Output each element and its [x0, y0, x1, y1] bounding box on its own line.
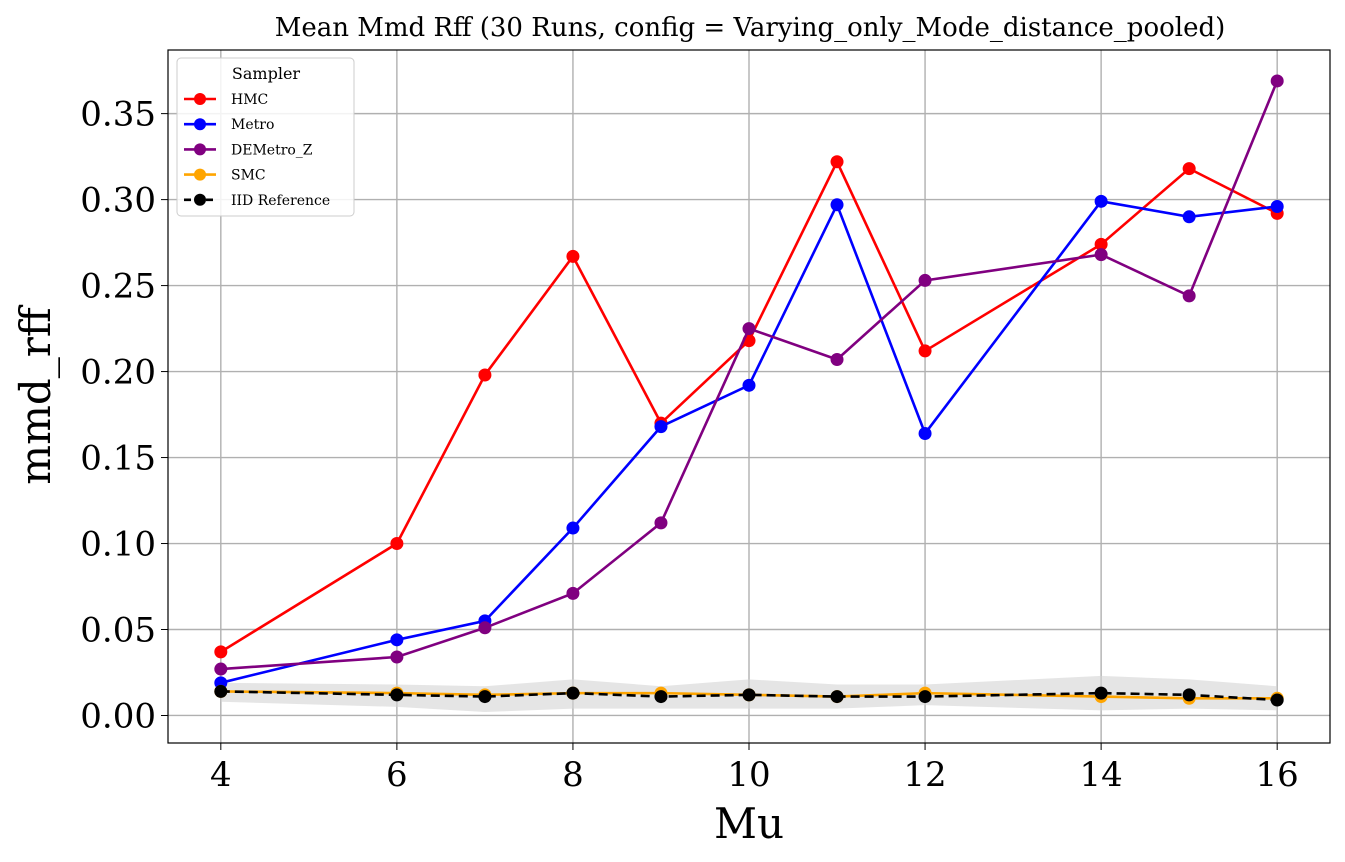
- data-point: [390, 633, 404, 647]
- legend-marker: [194, 193, 206, 206]
- data-point: [566, 249, 580, 263]
- legend-marker: [194, 143, 206, 156]
- data-point: [390, 537, 404, 551]
- data-point: [654, 516, 668, 530]
- legend-label: Metro: [231, 117, 274, 133]
- x-tick-label: 16: [1256, 755, 1299, 795]
- legend-marker: [194, 118, 206, 131]
- legend-title: Sampler: [232, 64, 301, 83]
- data-point: [1182, 688, 1196, 702]
- y-tick-label: 0.05: [80, 611, 156, 651]
- legend: Sampler HMC Metro DEMetro_Z SMC IID Reference: [176, 57, 355, 217]
- x-tick-label: 14: [1079, 755, 1122, 795]
- legend-label: HMC: [231, 92, 268, 108]
- chart-title: Mean Mmd Rff (30 Runs, config = Varying_…: [275, 13, 1226, 43]
- data-point: [830, 690, 844, 704]
- data-point: [478, 621, 492, 635]
- data-point: [830, 353, 844, 367]
- data-point: [566, 686, 580, 700]
- x-axis-label: Mu: [714, 799, 784, 848]
- y-tick-label: 0.30: [80, 181, 156, 221]
- data-point: [1270, 199, 1284, 213]
- y-axis-label: mmd_rff: [11, 304, 60, 485]
- x-tick-label: 8: [562, 755, 584, 795]
- x-tick-label: 6: [386, 755, 408, 795]
- legend-marker: [194, 168, 206, 181]
- y-tick-label: 0.10: [80, 525, 156, 565]
- data-point: [1182, 210, 1196, 224]
- data-point: [918, 690, 932, 704]
- y-tick-label: 0.15: [80, 439, 156, 479]
- data-point: [1094, 237, 1108, 251]
- data-point: [478, 690, 492, 704]
- data-point: [214, 684, 228, 698]
- y-tick-label: 0.25: [80, 267, 156, 307]
- data-point: [1270, 693, 1284, 707]
- y-tick-label: 0.20: [80, 353, 156, 393]
- data-point: [1094, 194, 1108, 208]
- y-ticks: 0.00 0.05 0.10 0.15 0.20 0.25 0.30 0.35: [80, 95, 168, 736]
- data-point: [918, 273, 932, 287]
- x-tick-label: 10: [727, 755, 770, 795]
- data-point: [478, 368, 492, 382]
- data-point: [1094, 686, 1108, 700]
- y-tick-label: 0.35: [80, 95, 156, 135]
- data-point: [654, 690, 668, 704]
- data-point: [918, 426, 932, 440]
- data-point: [1270, 74, 1284, 88]
- data-point: [390, 688, 404, 702]
- grid: [168, 50, 1330, 743]
- x-tick-label: 12: [903, 755, 946, 795]
- data-point: [830, 155, 844, 169]
- data-point: [566, 586, 580, 600]
- data-point: [742, 322, 756, 336]
- data-point: [830, 198, 844, 212]
- data-point: [214, 645, 228, 659]
- series-lines: [214, 74, 1284, 707]
- data-point: [654, 420, 668, 434]
- data-point: [742, 688, 756, 702]
- x-ticks: 4 6 8 10 12 14 16: [210, 743, 1299, 795]
- data-point: [390, 650, 404, 664]
- y-tick-label: 0.00: [80, 696, 156, 736]
- data-point: [566, 521, 580, 535]
- data-point: [1094, 248, 1108, 262]
- data-point: [1182, 289, 1196, 303]
- legend-marker: [194, 93, 206, 105]
- legend-label: SMC: [231, 168, 266, 184]
- x-tick-label: 4: [210, 755, 232, 795]
- data-point: [214, 662, 228, 676]
- legend-label: DEMetro_Z: [231, 142, 313, 158]
- data-point: [1182, 162, 1196, 176]
- legend-label: IID Reference: [231, 193, 330, 209]
- legend-box: [176, 57, 355, 217]
- data-point: [918, 344, 932, 358]
- data-point: [742, 378, 756, 392]
